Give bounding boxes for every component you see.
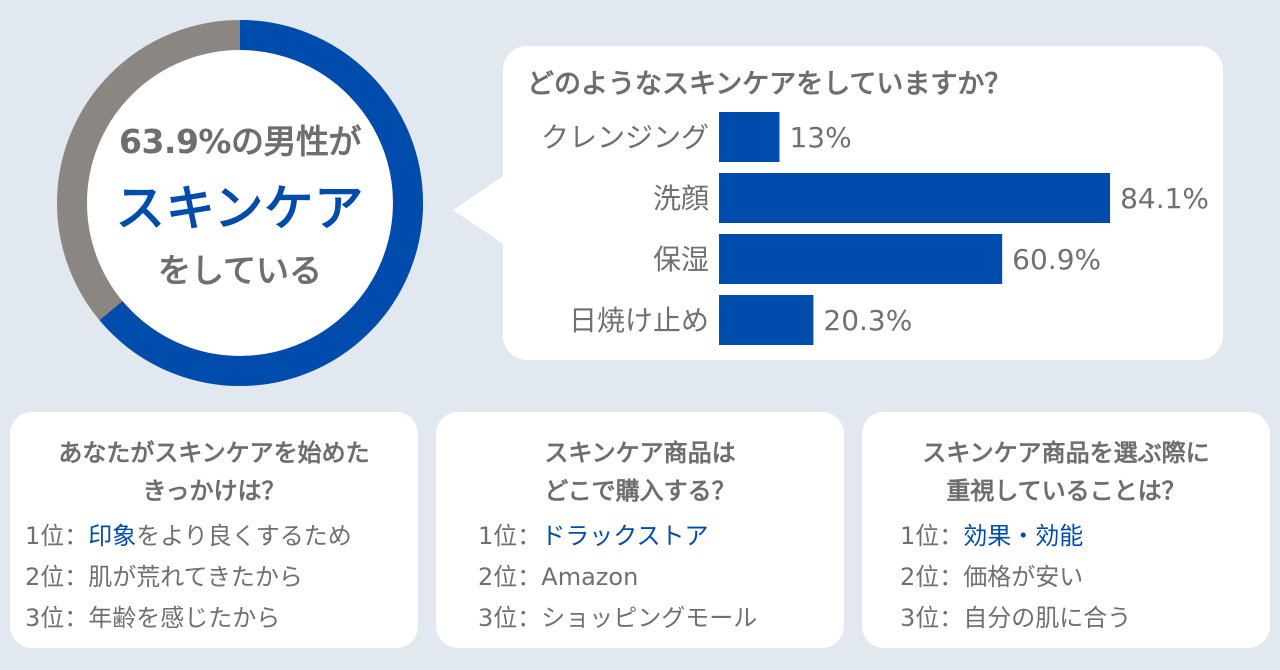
bar-chart-title: どのようなスキンケアをしていますか？ (527, 69, 1012, 100)
rank-prefix: 1位： (900, 522, 964, 550)
donut-arc-skincare (57, 20, 423, 386)
rank-text: 肌が荒れてきたから (88, 563, 303, 591)
rank-text: 自分の肌に合う (963, 604, 1132, 632)
rank-text: をより良くするため (136, 522, 352, 550)
rank-text: 価格が安い (963, 563, 1084, 591)
card-purchase-place: スキンケア商品は どこで購入する？ 1位：ドラックストア 2位：Amazon 3… (436, 412, 844, 648)
rank-prefix: 3位： (478, 604, 542, 632)
donut-line-3: をしている (157, 250, 322, 290)
card-start-reason: あなたがスキンケアを始めた きっかけは？ 1位：印象をより良くするため 2位：肌… (10, 412, 418, 648)
rank-prefix: 1位： (478, 522, 542, 550)
rank-list: 1位：効果・効能 2位：価格が安い 3位：自分の肌に合う (862, 516, 1270, 639)
card-title-line: どこで購入する？ (544, 477, 736, 505)
rank-item: 3位：年齢を感じたから (25, 598, 418, 639)
rank-prefix: 1位： (25, 522, 89, 550)
donut-line-2: スキンケア (115, 179, 365, 237)
donut-chart (57, 20, 423, 386)
rank-item: 3位：自分の肌に合う (900, 598, 1270, 639)
card-title-line: きっかけは？ (142, 477, 286, 505)
rank-item: 2位：肌が荒れてきたから (25, 557, 418, 598)
rank-highlight: 効果・効能 (963, 522, 1084, 550)
rank-highlight: ドラックストア (541, 522, 709, 550)
rank-item: 1位：印象をより良くするため (25, 516, 418, 557)
speech-bubble-tail (453, 175, 505, 245)
card-title-line: 重視していることは？ (946, 477, 1186, 505)
card-selection-criteria: スキンケア商品を選ぶ際に 重視していることは？ 1位：効果・効能 2位：価格が安… (862, 412, 1270, 648)
rank-prefix: 3位： (900, 604, 964, 632)
card-title-line: スキンケア商品を選ぶ際に (922, 439, 1210, 467)
rank-item: 1位：効果・効能 (900, 516, 1270, 557)
card-title: スキンケア商品は どこで購入する？ (436, 434, 844, 510)
rank-highlight: 印象 (88, 522, 137, 550)
card-title-line: スキンケア商品は (544, 439, 736, 467)
rank-item: 1位：ドラックストア (478, 516, 844, 557)
rank-text: ショッピングモール (541, 604, 758, 632)
rank-item: 2位：Amazon (478, 557, 844, 598)
donut-line-1: 63.9%の男性が (119, 121, 362, 161)
rank-prefix: 2位： (478, 563, 542, 591)
rank-prefix: 2位： (900, 563, 964, 591)
rank-item: 3位：ショッピングモール (478, 598, 844, 639)
donut-label: 63.9%の男性が スキンケア をしている (57, 20, 423, 386)
rank-text: Amazon (541, 563, 639, 591)
card-title: スキンケア商品を選ぶ際に 重視していることは？ (862, 434, 1270, 510)
rank-list: 1位：ドラックストア 2位：Amazon 3位：ショッピングモール (436, 516, 844, 639)
card-title: あなたがスキンケアを始めた きっかけは？ (10, 434, 418, 510)
rank-text: 年齢を感じたから (88, 604, 281, 632)
card-title-line: あなたがスキンケアを始めた (58, 439, 370, 467)
rank-list: 1位：印象をより良くするため 2位：肌が荒れてきたから 3位：年齢を感じたから (10, 516, 418, 639)
rank-item: 2位：価格が安い (900, 557, 1270, 598)
rank-prefix: 2位： (25, 563, 89, 591)
rank-prefix: 3位： (25, 604, 89, 632)
